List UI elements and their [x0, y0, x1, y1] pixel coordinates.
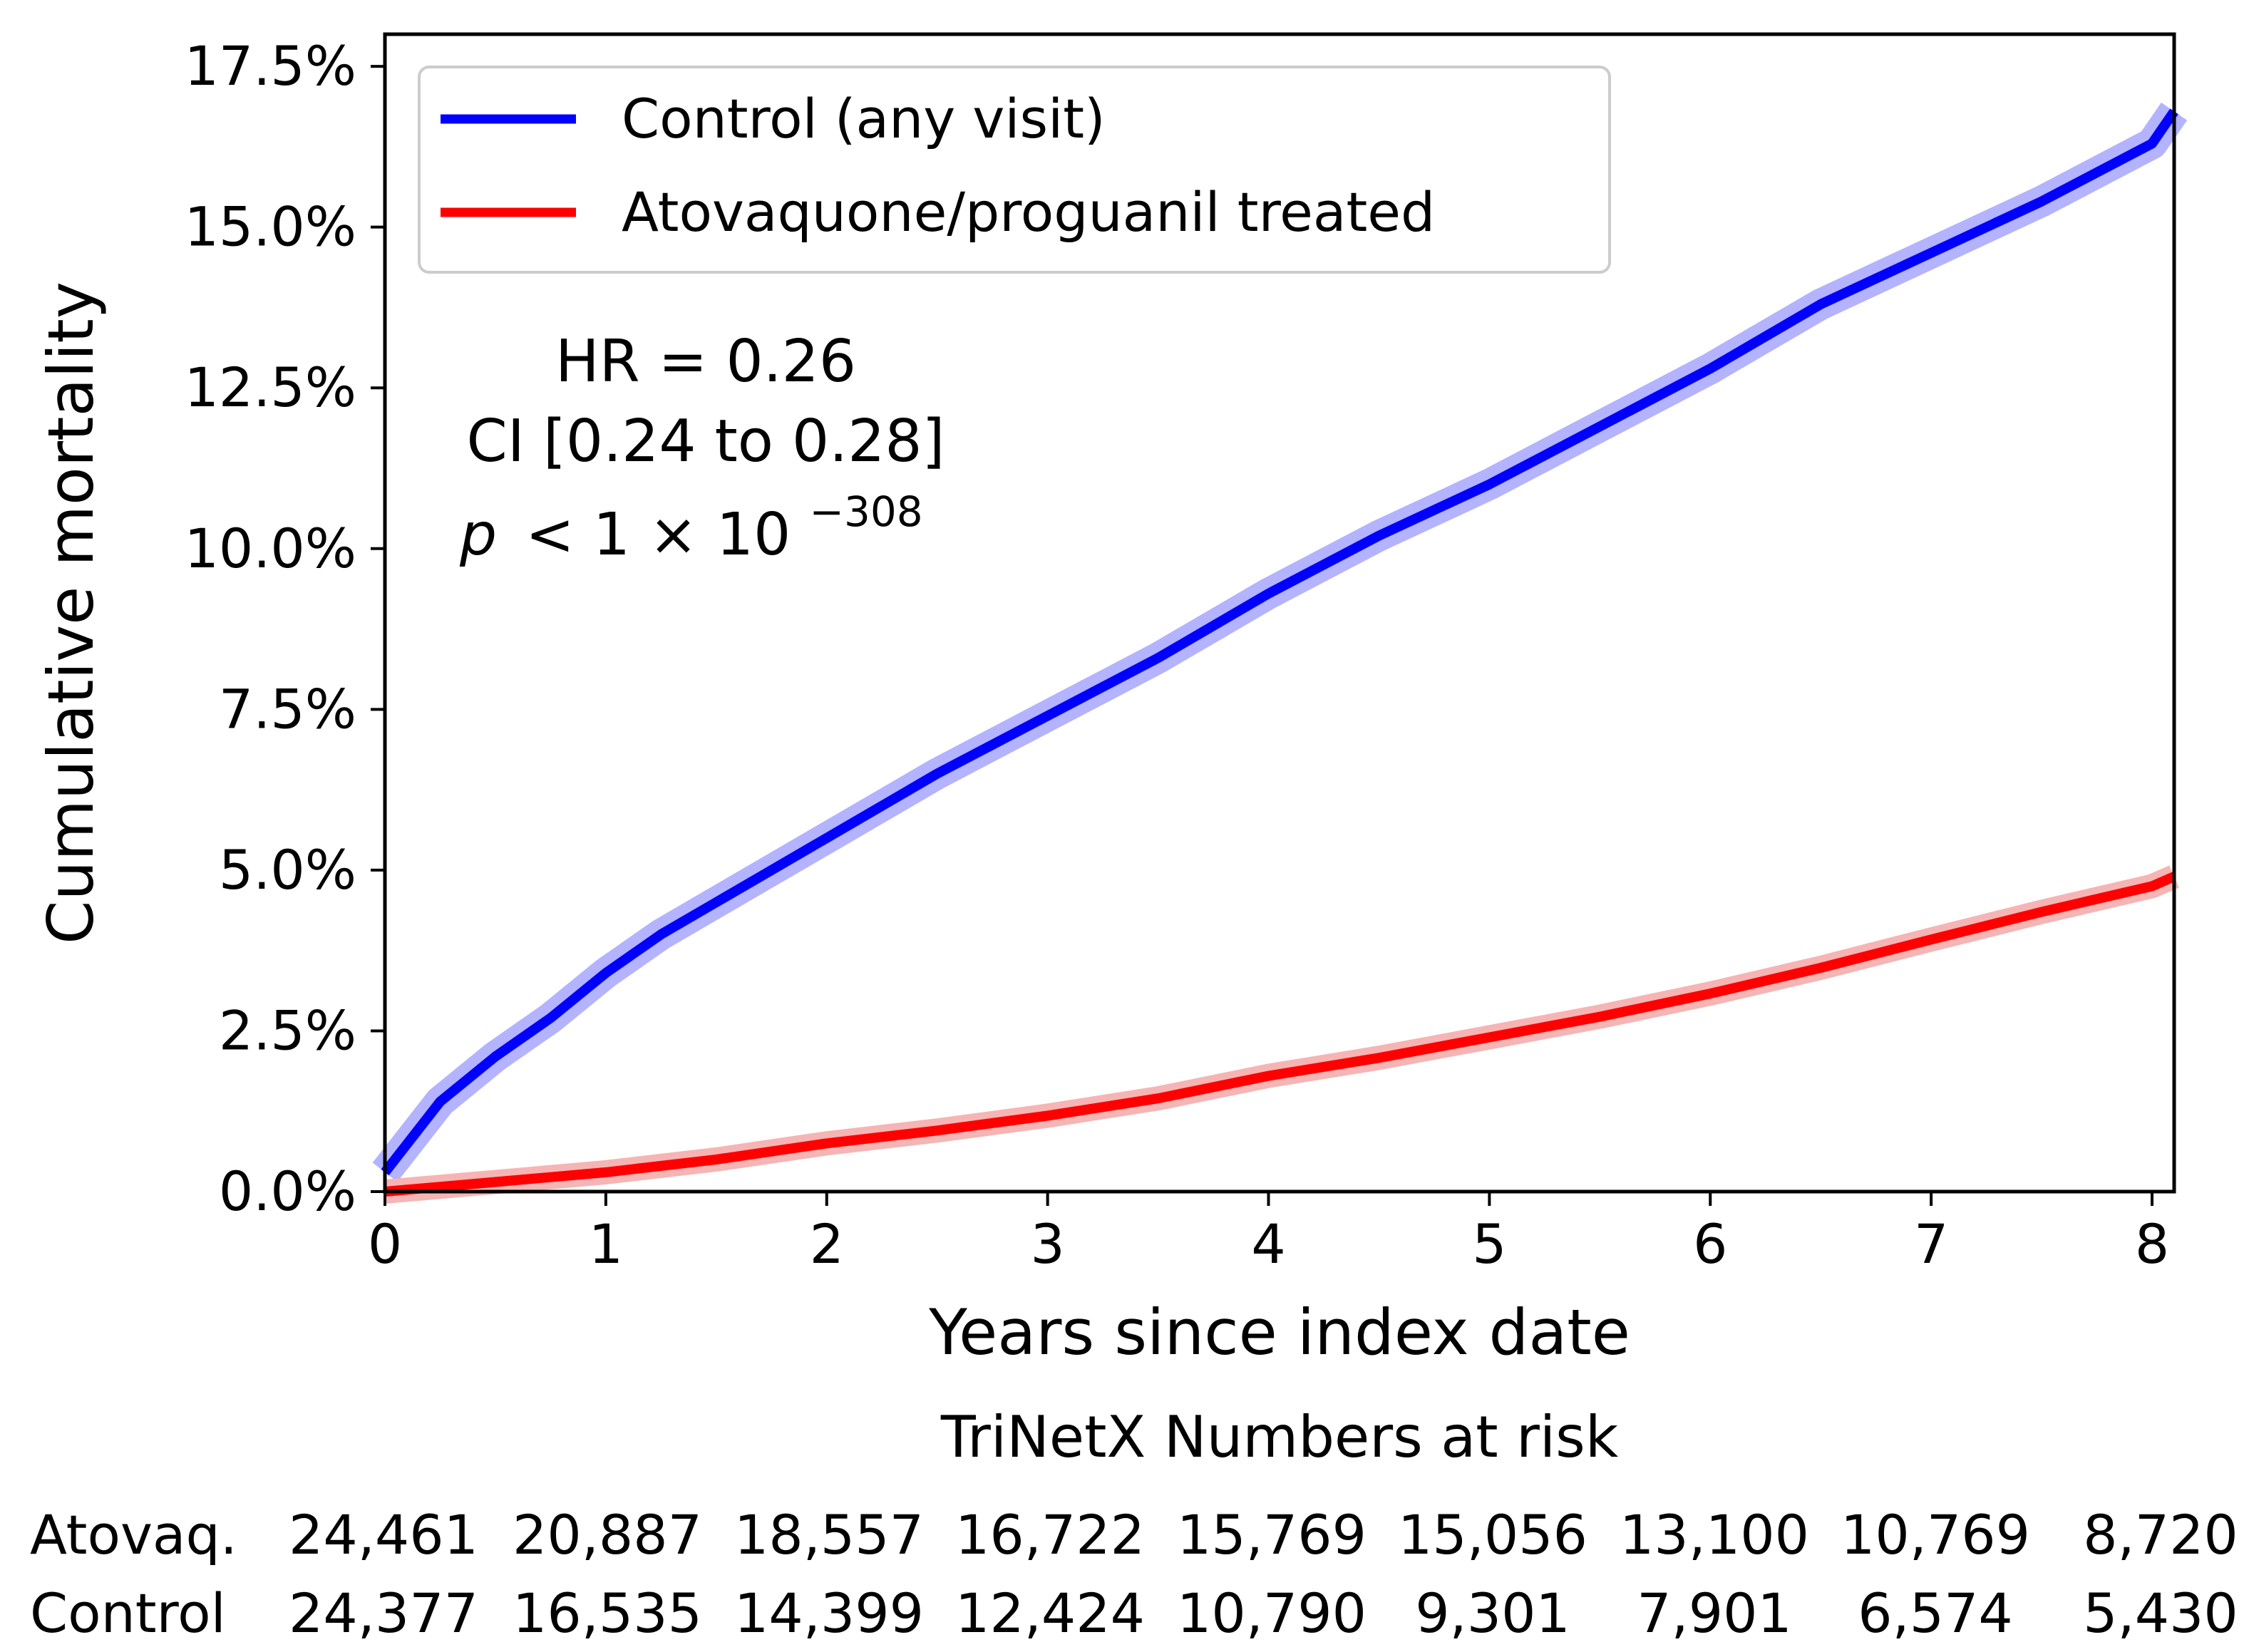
risk-cell: 5,430	[2083, 1581, 2238, 1645]
x-tick-label: 6	[1693, 1212, 1727, 1276]
legend: Control (any visit) Atovaquone/proguanil…	[418, 66, 1611, 274]
legend-label-treated: Atovaquone/proguanil treated	[622, 180, 1435, 244]
risk-row-label-atovaquone: Atovaq.	[30, 1503, 237, 1566]
risk-cell: 12,424	[955, 1581, 1145, 1645]
x-tick-label: 3	[1030, 1212, 1064, 1276]
x-tick-label: 8	[2135, 1212, 2169, 1276]
risk-cell: 13,100	[1620, 1503, 1809, 1566]
risk-cell: 15,056	[1398, 1503, 1587, 1566]
legend-label-control: Control (any visit)	[622, 87, 1106, 150]
x-tick-label: 7	[1914, 1212, 1948, 1276]
y-tick-label: 10.0%	[185, 517, 356, 580]
series-lines	[381, 108, 2178, 1197]
risk-cell: 6,574	[1858, 1581, 2013, 1645]
risk-cell: 10,769	[1841, 1503, 2030, 1566]
risk-cell: 18,557	[734, 1503, 924, 1566]
risk-table-values: 24,461 20,887 18,557 16,722 15,769 15,056 13,1…	[289, 1503, 2238, 1645]
series-line-control	[381, 108, 2178, 1176]
x-tick-label: 2	[810, 1212, 844, 1276]
y-tick-label: 15.0%	[185, 195, 356, 259]
y-axis-label: Cumulative mortality	[34, 282, 108, 944]
y-tick-label: 5.0%	[219, 838, 356, 902]
hazard-ratio-text: HR = 0.26	[555, 328, 856, 396]
p-value-text: p < 1 × 10 −308	[459, 487, 923, 569]
x-tick-label: 1	[589, 1212, 623, 1276]
risk-row-label-control: Control	[30, 1581, 226, 1645]
risk-cell: 10,790	[1177, 1581, 1367, 1645]
y-tick-label: 17.5%	[185, 34, 356, 98]
x-tick-label: 0	[368, 1212, 402, 1276]
series-line-treated	[384, 872, 2176, 1197]
risk-cell: 14,399	[734, 1581, 924, 1645]
risk-table: TriNetX Numbers at risk Atovaq. Control …	[30, 1404, 2238, 1645]
risk-cell: 16,722	[955, 1503, 1145, 1566]
plot-frame	[383, 32, 2176, 1194]
x-axis-label: Years since index date	[928, 1296, 1630, 1369]
risk-cell: 20,887	[513, 1503, 702, 1566]
x-tick-label: 5	[1472, 1212, 1506, 1276]
risk-cell: 8,720	[2083, 1503, 2238, 1566]
p-symbol: p	[459, 501, 497, 569]
risk-cell: 15,769	[1177, 1503, 1367, 1566]
y-tick-label: 0.0%	[219, 1160, 356, 1223]
x-axis: 0 1 2 3 4 5 6 7 8	[368, 1192, 2169, 1276]
y-tick-label: 12.5%	[185, 356, 356, 419]
risk-cell: 7,901	[1637, 1581, 1792, 1645]
risk-table-title: TriNetX Numbers at risk	[940, 1404, 1619, 1470]
y-axis: 0.0% 2.5% 5.0% 7.5% 10.0% 12.5% 15.0% 17.5%	[185, 34, 385, 1223]
risk-cell: 9,301	[1415, 1581, 1570, 1645]
p-exponent: −308	[809, 487, 922, 536]
risk-cell: 16,535	[513, 1581, 702, 1645]
p-relation: < 1 × 10	[525, 501, 791, 569]
risk-cell: 24,377	[289, 1581, 478, 1645]
y-tick-label: 2.5%	[219, 998, 356, 1062]
confidence-interval-text: CI [0.24 to 0.28]	[466, 408, 945, 475]
risk-cell: 24,461	[289, 1503, 478, 1566]
y-tick-label: 7.5%	[219, 677, 356, 740]
x-tick-label: 4	[1251, 1212, 1285, 1276]
legend-box	[418, 66, 1611, 274]
stats-annotation: HR = 0.26 CI [0.24 to 0.28] p < 1 × 10 −…	[459, 328, 945, 569]
